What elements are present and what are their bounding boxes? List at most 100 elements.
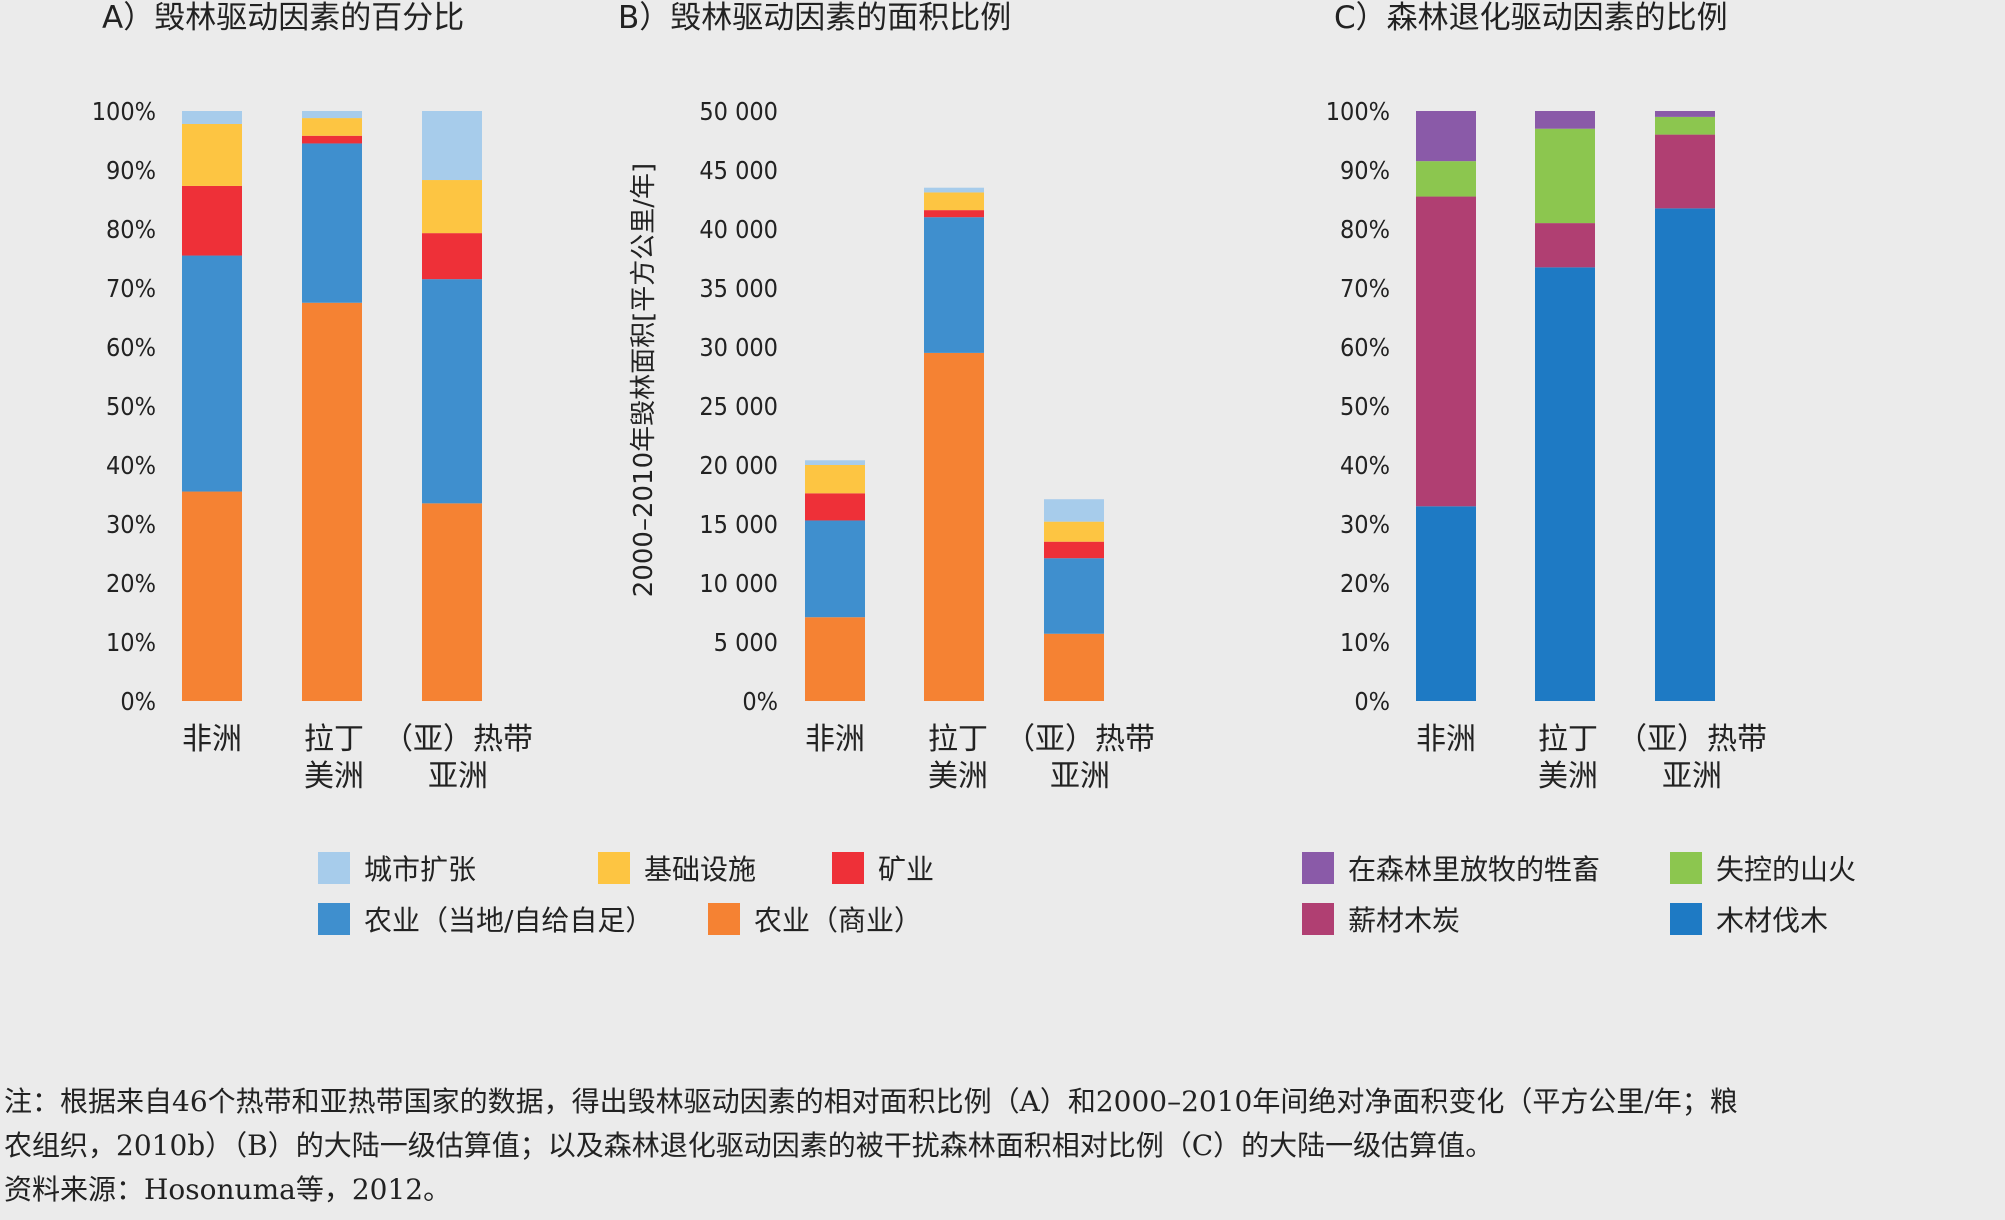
legend-swatch-commercial-agriculture [708,903,740,935]
bar-segment [182,255,242,492]
bar-segment [805,493,865,521]
legend-row: 农业（当地/自给自足） 农业（商业） [318,899,922,939]
legend-row: 薪材木炭 木材伐木 [1302,899,1828,939]
x-category-label: 美洲 [928,759,988,794]
bar-segment [805,617,865,701]
bar-segment [1655,208,1715,701]
bar-segment [302,111,362,119]
x-category-label: （亚）热带 [1617,722,1767,757]
legend-swatch-urban [318,852,350,884]
x-category-label: 亚洲 [1050,759,1110,794]
legend-label: 城市扩张 [364,853,477,886]
bar-segment [1416,161,1476,197]
y-tick-label: 60% [1340,333,1390,362]
y-tick-label: 40 000 [699,215,778,244]
bar-segment [924,192,984,211]
y-tick-label: 40% [106,451,156,480]
bar-segment [924,187,984,193]
bar-segment [422,503,482,701]
bar-segment [1655,134,1715,209]
y-tick-label: 0% [1354,687,1390,716]
y-tick-label: 30% [1340,510,1390,539]
bar-segment [1535,223,1595,268]
y-tick-label: 70% [106,274,156,303]
note-line: 农组织，2010b）（B）的大陆一级估算值；以及森林退化驱动因素的被干扰森林面积… [4,1129,1494,1162]
x-category-label: 拉丁 [1538,722,1598,757]
bar-segment [302,135,362,144]
legend-swatch-livestock [1302,852,1334,884]
legend-label: 木材伐木 [1716,904,1829,937]
bar-segment [302,143,362,303]
y-tick-label: 100% [1326,97,1390,126]
bar-segment [182,123,242,186]
y-tick-label: 60% [106,333,156,362]
y-tick-label: 70% [1340,274,1390,303]
legend-label: 薪材木炭 [1348,904,1461,937]
bar-segment [1416,506,1476,701]
bar-segment [924,210,984,218]
bar-segment [1044,558,1104,634]
x-category-label: 非洲 [182,722,242,757]
x-category-label: 非洲 [1416,722,1476,757]
legend-label: 在森林里放牧的牲畜 [1348,853,1601,886]
y-tick-label: 20% [106,569,156,598]
bar-segment [422,180,482,234]
bar-segment [1655,116,1715,135]
bar-segment [1416,196,1476,507]
legend-swatch-local-agriculture [318,903,350,935]
legend-label: 农业（当地/自给自足） [364,904,654,937]
y-tick-label: 25 000 [699,392,778,421]
bar-segment [1044,633,1104,701]
bar-segment [182,111,242,124]
chart-title: A）毁林驱动因素的百分比 [102,0,464,36]
charts-area: A）毁林驱动因素的百分比 0% 10% 20% 30% 40% 50% 60% 70% 80% 90… [92,0,1767,794]
legend-label: 农业（商业） [754,904,923,937]
x-category-label: （亚）热带 [383,722,533,757]
y-tick-label: 80% [106,215,156,244]
y-tick-label: 50% [1340,392,1390,421]
x-category-label: 拉丁 [304,722,364,757]
bar-segment [1535,111,1595,129]
y-tick-label: 5 000 [714,628,778,657]
bar-segment [422,111,482,181]
x-category-label: （亚）热带 [1005,722,1155,757]
figure-note: 注：根据来自46个热带和亚热带国家的数据，得出毁林驱动因素的相对面积比例（A）和… [4,1080,2004,1212]
source-line: 资料来源：Hosonuma等，2012。 [4,1173,452,1206]
y-tick-label: 40% [1340,451,1390,480]
bar-segment [302,118,362,136]
bar-segment [422,279,482,504]
legend-label: 失控的山火 [1716,853,1857,886]
bar-segment [182,185,242,256]
y-tick-label: 10 000 [699,569,778,598]
x-category-label: 美洲 [304,759,364,794]
bar-segment [422,233,482,280]
x-category-label: 非洲 [805,722,865,757]
legend-label: 基础设施 [644,853,757,886]
y-tick-label: 30 000 [699,333,778,362]
y-tick-label: 20 000 [699,451,778,480]
y-tick-label: 10% [1340,628,1390,657]
y-tick-label: 100% [92,97,156,126]
bar-segment [805,520,865,618]
y-tick-label: 0% [742,687,778,716]
y-tick-label: 45 000 [699,156,778,185]
bar-segment [1535,128,1595,224]
y-tick-label: 20% [1340,569,1390,598]
chart-title: B）毁林驱动因素的面积比例 [618,0,1011,36]
legend-swatch-mining [832,852,864,884]
note-line: 注：根据来自46个热带和亚热带国家的数据，得出毁林驱动因素的相对面积比例（A）和… [4,1085,1738,1118]
legend-label: 矿业 [878,853,935,886]
x-category-label: 拉丁 [928,722,988,757]
bar-segment [302,302,362,701]
y-tick-label: 90% [1340,156,1390,185]
bar-segment [924,352,984,701]
y-tick-label: 15 000 [699,510,778,539]
bar-segment [1655,111,1715,117]
legend-row: 城市扩张 基础设施 矿业 [318,848,934,888]
y-axis-label: 2000–2010年毁林面积[平方公里/年] [629,163,659,597]
bar-segment [1416,111,1476,162]
bar-segment [1044,521,1104,542]
x-category-label: 亚洲 [428,759,488,794]
bar-segment [1044,499,1104,522]
legend-swatch-timber [1670,903,1702,935]
